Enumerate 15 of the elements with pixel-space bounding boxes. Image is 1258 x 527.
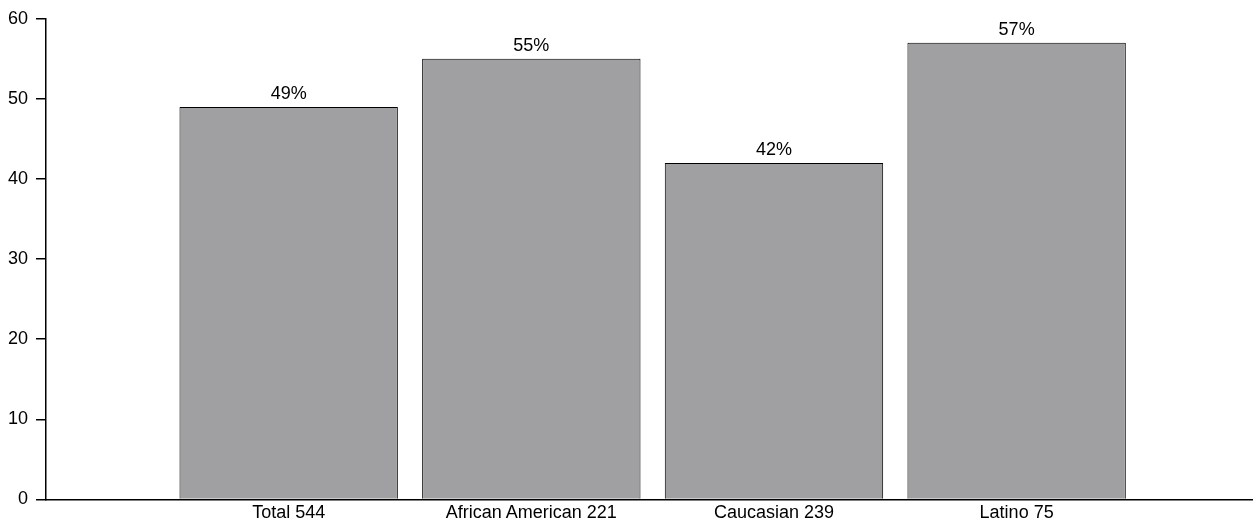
data-label: 49% bbox=[270, 82, 307, 103]
data-label: 55% bbox=[513, 34, 550, 55]
x-tick-label: Caucasian 239 bbox=[713, 502, 835, 523]
y-tick-label: 50 bbox=[7, 87, 29, 108]
data-label: 42% bbox=[755, 138, 792, 159]
x-tick-label: Latino 75 bbox=[979, 502, 1054, 523]
y-tick-label: 60 bbox=[7, 7, 29, 28]
y-tick-label: 30 bbox=[7, 248, 29, 269]
y-tick-label: 40 bbox=[7, 167, 29, 188]
y-tick-label: 0 bbox=[18, 488, 29, 509]
y-tick-label: 20 bbox=[7, 328, 29, 349]
x-tick-label: African American 221 bbox=[445, 502, 617, 523]
x-tick-label: Total 544 bbox=[252, 502, 326, 523]
data-label: 57% bbox=[998, 18, 1035, 39]
y-tick-label: 10 bbox=[7, 408, 29, 429]
